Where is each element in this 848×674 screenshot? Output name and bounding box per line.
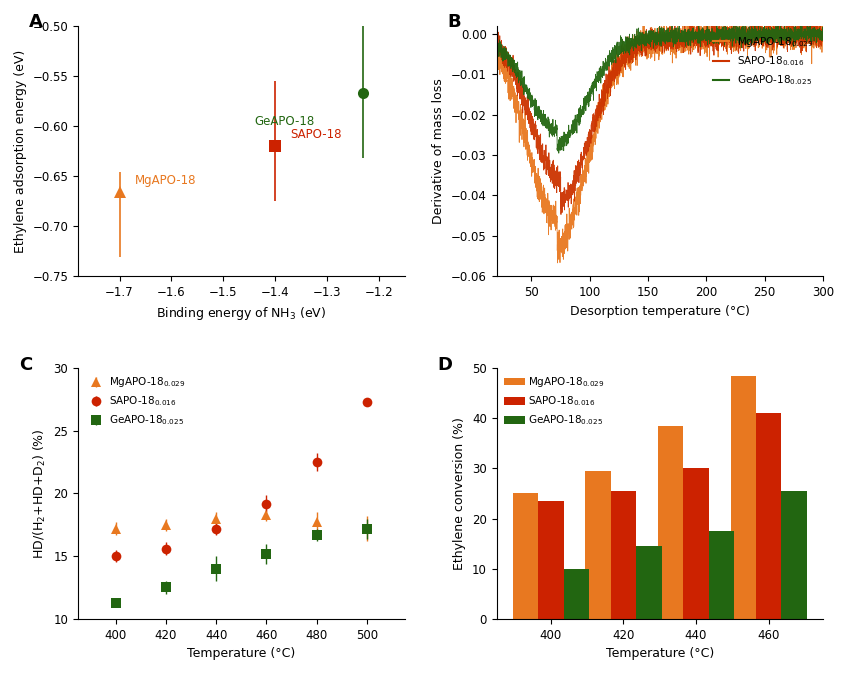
Bar bbox=[709, 531, 734, 619]
X-axis label: Temperature (°C): Temperature (°C) bbox=[605, 647, 714, 660]
Text: GeAPO-18: GeAPO-18 bbox=[254, 115, 315, 128]
Bar bbox=[730, 375, 756, 619]
Y-axis label: Ethylene adsorption energy (eV): Ethylene adsorption energy (eV) bbox=[14, 49, 27, 253]
X-axis label: Temperature (°C): Temperature (°C) bbox=[187, 647, 295, 660]
Bar bbox=[683, 468, 709, 619]
Y-axis label: HD/(H$_2$+HD+D$_2$) (%): HD/(H$_2$+HD+D$_2$) (%) bbox=[31, 428, 47, 559]
X-axis label: Binding energy of NH$_3$ (eV): Binding energy of NH$_3$ (eV) bbox=[156, 305, 326, 321]
Bar bbox=[636, 546, 661, 619]
Text: A: A bbox=[29, 13, 43, 31]
Text: MgAPO-18: MgAPO-18 bbox=[135, 174, 197, 187]
Text: B: B bbox=[448, 13, 461, 31]
Bar bbox=[756, 413, 781, 619]
Bar bbox=[513, 493, 538, 619]
Bar bbox=[781, 491, 806, 619]
Text: D: D bbox=[438, 356, 453, 373]
Y-axis label: Ethylene conversion (%): Ethylene conversion (%) bbox=[454, 417, 466, 570]
Text: C: C bbox=[20, 356, 32, 373]
Legend: MgAPO-18$_{0.029}$, SAPO-18$_{0.016}$, GeAPO-18$_{0.025}$: MgAPO-18$_{0.029}$, SAPO-18$_{0.016}$, G… bbox=[709, 31, 817, 91]
Bar bbox=[585, 471, 611, 619]
Bar bbox=[611, 491, 636, 619]
Legend: MgAPO-18$_{0.029}$, SAPO-18$_{0.016}$, GeAPO-18$_{0.025}$: MgAPO-18$_{0.029}$, SAPO-18$_{0.016}$, G… bbox=[83, 373, 187, 429]
Legend: MgAPO-18$_{0.029}$, SAPO-18$_{0.016}$, GeAPO-18$_{0.025}$: MgAPO-18$_{0.029}$, SAPO-18$_{0.016}$, G… bbox=[502, 373, 606, 429]
X-axis label: Desorption temperature (°C): Desorption temperature (°C) bbox=[570, 305, 750, 317]
Bar bbox=[658, 426, 683, 619]
Bar bbox=[564, 569, 589, 619]
Y-axis label: Derivative of mass loss: Derivative of mass loss bbox=[432, 78, 445, 224]
Bar bbox=[538, 501, 564, 619]
Text: SAPO-18: SAPO-18 bbox=[291, 128, 342, 141]
